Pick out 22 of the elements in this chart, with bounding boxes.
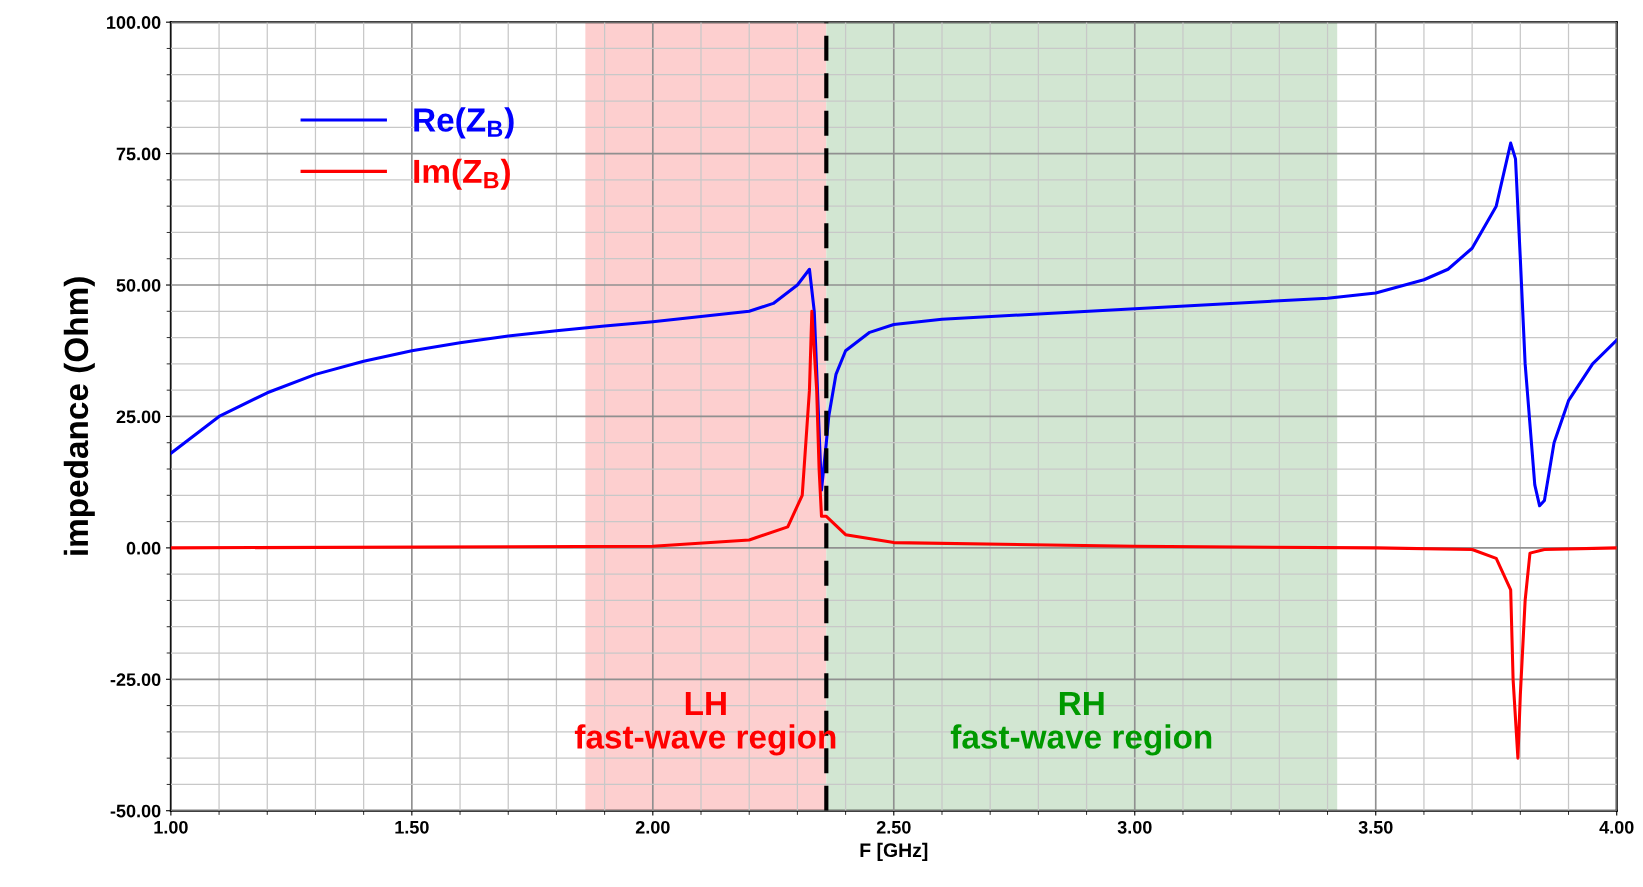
y-tick-label: -25.00 bbox=[110, 673, 161, 687]
y-tick-label: 75.00 bbox=[116, 147, 161, 161]
y-tick-label: 0.00 bbox=[126, 541, 161, 555]
x-tick-label: 1.50 bbox=[395, 820, 429, 834]
x-tick-label: 2.50 bbox=[876, 820, 911, 834]
x-tick-label: 3.50 bbox=[1358, 820, 1393, 834]
band-label: LH fast-wave region bbox=[574, 692, 836, 756]
line-series bbox=[170, 141, 1617, 508]
legend-label: Re(Z$_{B}$) bbox=[414, 107, 514, 139]
band-label: RH fast-wave region bbox=[950, 692, 1212, 756]
x-tick-label: 4.00 bbox=[1599, 820, 1634, 834]
line-series bbox=[170, 309, 1617, 760]
x-tick-label: 2.00 bbox=[635, 820, 670, 834]
y-tick-label: -50.00 bbox=[110, 804, 161, 818]
y-tick-label: 100.00 bbox=[107, 16, 161, 29]
y-axis-title: impedance (Ohm) bbox=[63, 277, 95, 555]
legend-label: Im(Z$_{B}$) bbox=[414, 158, 510, 190]
x-tick-label: 1.00 bbox=[154, 820, 188, 834]
y-tick-label: 25.00 bbox=[116, 410, 161, 424]
x-axis-title: F [GHz] bbox=[860, 842, 928, 861]
x-tick-label: 3.00 bbox=[1117, 820, 1152, 834]
y-tick-label: 50.00 bbox=[116, 278, 161, 292]
